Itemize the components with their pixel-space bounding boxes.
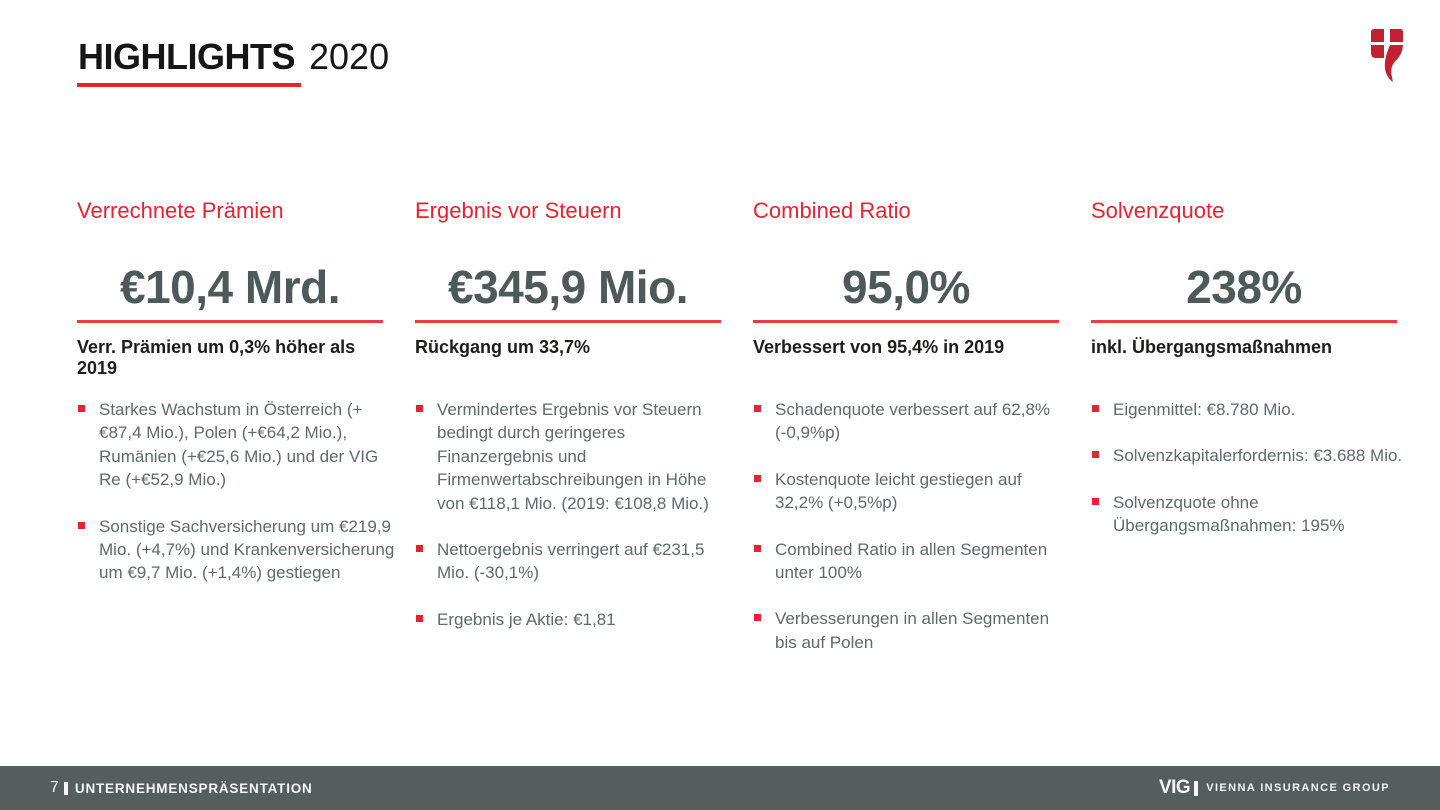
brand-abbreviation: VIG (1158, 777, 1191, 798)
bullet-list: Eigenmittel: €8.780 Mio. Solvenzkapitale… (1091, 398, 1409, 538)
red-divider (415, 320, 721, 323)
bullet-item: Solvenzquote ohne Übergangsmaßnahmen: 19… (1091, 491, 1409, 538)
kpi-column-combined-ratio: Combined Ratio 95,0% Verbessert von 95,4… (753, 198, 1059, 678)
metric-subtitle: Rückgang um 33,7% (415, 337, 591, 357)
brand-name: VIENNA INSURANCE GROUP (1206, 782, 1390, 794)
bullet-list: Schadenquote verbessert auf 62,8% (-0,9%… (753, 398, 1071, 654)
footer-bar: 7 UNTERNEHMENSPRÄSENTATION VIG VIENNA IN… (0, 766, 1440, 810)
bullet-list: Vermindertes Ergebnis vor Steuern beding… (415, 398, 733, 631)
kpi-columns: Verrechnete Prämien €10,4 Mrd. Verr. Prä… (77, 198, 1402, 678)
vig-shield-logo-icon (1371, 29, 1403, 82)
bullet-item: Ergebnis je Aktie: €1,81 (415, 608, 733, 631)
red-divider (753, 320, 1059, 323)
title-main: HIGHLIGHTS (77, 36, 301, 87)
divider-bar-icon (63, 781, 68, 795)
metric-value: 238% (1186, 261, 1302, 313)
footer-right: VIG VIENNA INSURANCE GROUP (1159, 777, 1390, 799)
metric-subtitle: Verbessert von 95,4% in 2019 (753, 337, 1005, 357)
bullet-list: Starkes Wachstum in Österreich (+€87,4 M… (77, 398, 395, 585)
metric-subtitle: inkl. Übergangsmaßnahmen (1091, 337, 1333, 357)
page-number: 7 (50, 779, 59, 796)
bullet-item: Nettoergebnis verringert auf €231,5 Mio.… (415, 538, 733, 585)
column-heading: Ergebnis vor Steuern (415, 198, 622, 223)
red-divider (77, 320, 383, 323)
red-divider (1091, 320, 1397, 323)
page-title: HIGHLIGHTS 2020 (77, 36, 389, 87)
footer-presentation-label: UNTERNEHMENSPRÄSENTATION (74, 780, 313, 796)
metric-value: €10,4 Mrd. (120, 261, 341, 313)
bullet-item: Schadenquote verbessert auf 62,8% (-0,9%… (753, 398, 1071, 445)
kpi-column-verrechnete-praemien: Verrechnete Prämien €10,4 Mrd. Verr. Prä… (77, 198, 394, 678)
column-heading: Verrechnete Prämien (77, 198, 284, 223)
column-heading: Solvenzquote (1091, 198, 1225, 223)
metric-subtitle: Verr. Prämien um 0,3% höher als 2019 (77, 337, 356, 378)
bullet-item: Verbesserungen in allen Segmenten bis au… (753, 607, 1071, 654)
column-heading: Combined Ratio (753, 198, 911, 223)
bullet-item: Starkes Wachstum in Österreich (+€87,4 M… (77, 398, 395, 492)
divider-bar-icon (1194, 780, 1199, 796)
kpi-column-ergebnis-vor-steuern: Ergebnis vor Steuern €345,9 Mio. Rückgan… (415, 198, 721, 678)
metric-value: €345,9 Mio. (448, 261, 688, 313)
bullet-item: Solvenzkapitalerfordernis: €3.688 Mio. (1091, 444, 1409, 467)
footer-left: 7 UNTERNEHMENSPRÄSENTATION (50, 779, 313, 797)
bullet-item: Combined Ratio in allen Segmenten unter … (753, 538, 1071, 585)
bullet-item: Eigenmittel: €8.780 Mio. (1091, 398, 1409, 421)
kpi-column-solvenzquote: Solvenzquote 238% inkl. Übergangsmaßnahm… (1091, 198, 1402, 678)
bullet-item: Sonstige Sachversicherung um €219,9 Mio.… (77, 515, 395, 585)
bullet-item: Vermindertes Ergebnis vor Steuern beding… (415, 398, 733, 515)
metric-value: 95,0% (842, 261, 970, 313)
bullet-item: Kostenquote leicht gestiegen auf 32,2% (… (753, 468, 1071, 515)
title-year: 2020 (309, 36, 390, 77)
